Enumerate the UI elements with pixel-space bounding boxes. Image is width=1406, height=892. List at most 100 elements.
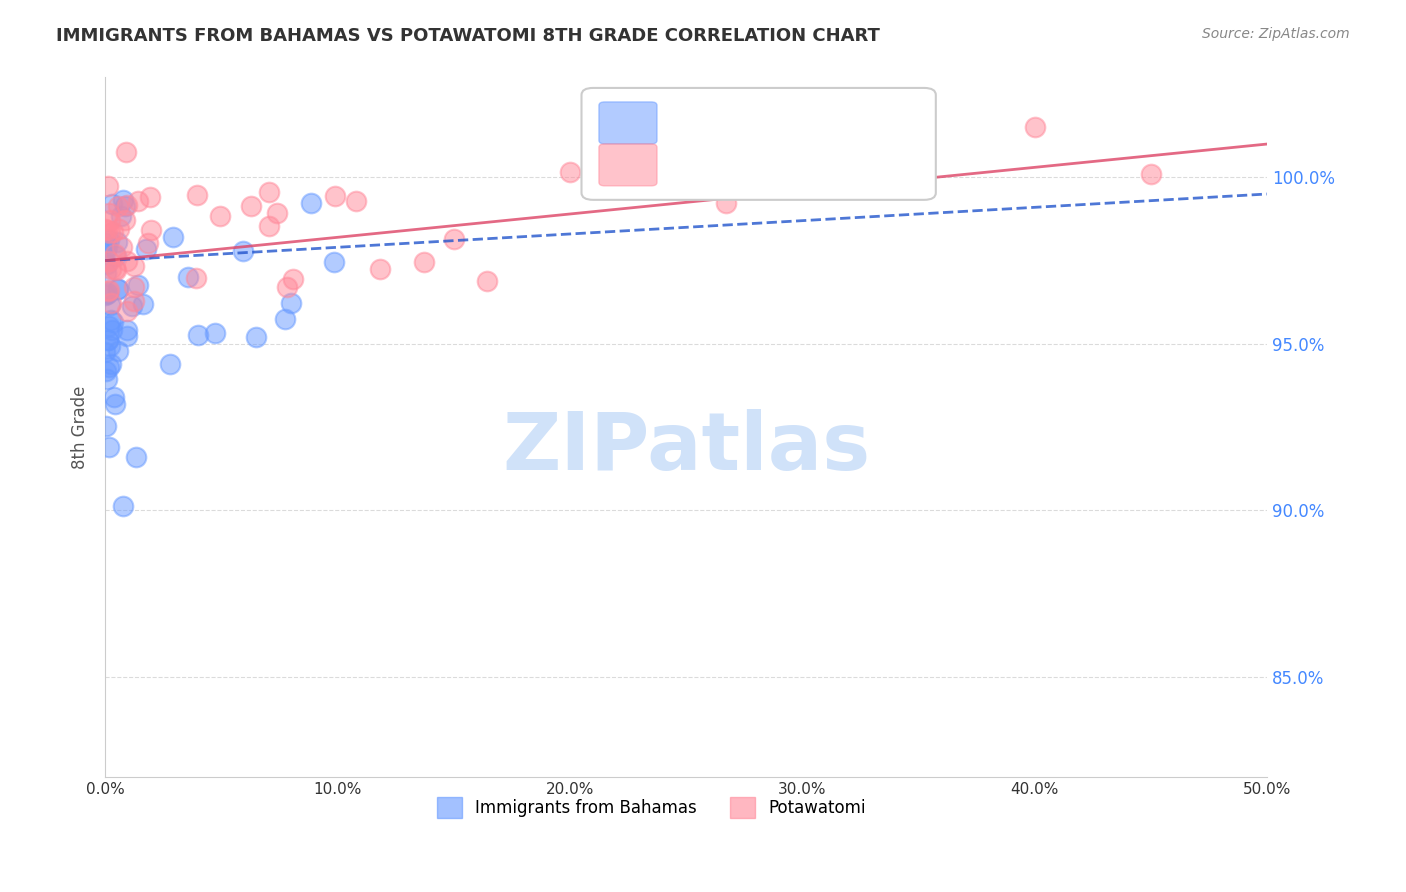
Point — [127, 278, 149, 293]
Y-axis label: 8th Grade: 8th Grade — [72, 385, 89, 469]
Point — [97, 440, 120, 454]
Point — [100, 296, 122, 310]
FancyBboxPatch shape — [599, 102, 657, 144]
Point — [232, 244, 254, 259]
Point — [107, 282, 129, 296]
Point — [1139, 167, 1161, 181]
Point — [245, 330, 267, 344]
Point — [98, 233, 121, 247]
Point — [107, 222, 129, 236]
Point — [101, 324, 124, 338]
Point — [714, 196, 737, 211]
Point — [443, 232, 465, 246]
Point — [101, 315, 124, 329]
Text: 0.185: 0.185 — [727, 114, 783, 132]
Point — [98, 206, 121, 220]
FancyBboxPatch shape — [582, 88, 936, 200]
Point — [283, 272, 305, 286]
Point — [186, 188, 208, 202]
Point — [105, 235, 128, 250]
Point — [97, 284, 120, 298]
Text: 50: 50 — [855, 156, 880, 174]
FancyBboxPatch shape — [599, 144, 657, 186]
Point — [96, 223, 118, 237]
Point — [98, 338, 121, 352]
Point — [96, 372, 118, 386]
Point — [1024, 120, 1046, 135]
Point — [115, 323, 138, 337]
Point — [97, 319, 120, 334]
Point — [122, 259, 145, 273]
Point — [280, 295, 302, 310]
Point — [346, 194, 368, 208]
Point — [187, 328, 209, 343]
Point — [204, 326, 226, 340]
Point — [94, 222, 117, 236]
Point — [184, 271, 207, 285]
Point — [117, 254, 139, 268]
Point — [97, 333, 120, 347]
Text: IMMIGRANTS FROM BAHAMAS VS POTAWATOMI 8TH GRADE CORRELATION CHART: IMMIGRANTS FROM BAHAMAS VS POTAWATOMI 8T… — [56, 27, 880, 45]
Point — [121, 299, 143, 313]
Point — [368, 262, 391, 277]
Point — [122, 294, 145, 309]
Point — [413, 255, 436, 269]
Point — [135, 242, 157, 256]
Text: ZIPatlas: ZIPatlas — [502, 409, 870, 487]
Point — [792, 175, 814, 189]
Point — [104, 397, 127, 411]
Point — [98, 298, 121, 312]
Point — [177, 269, 200, 284]
Point — [100, 261, 122, 276]
Point — [103, 225, 125, 239]
Point — [100, 312, 122, 326]
Point — [107, 282, 129, 296]
Point — [138, 235, 160, 250]
Point — [112, 193, 135, 207]
Point — [274, 311, 297, 326]
Point — [104, 261, 127, 276]
Point — [94, 364, 117, 378]
Point — [96, 257, 118, 271]
Point — [127, 194, 149, 208]
Point — [124, 280, 146, 294]
Point — [323, 255, 346, 269]
Text: R =: R = — [662, 156, 702, 174]
Point — [97, 179, 120, 194]
Point — [139, 223, 162, 237]
Point — [209, 209, 232, 223]
Point — [105, 249, 128, 263]
Point — [139, 190, 162, 204]
Point — [98, 360, 121, 375]
Point — [94, 243, 117, 257]
Point — [110, 209, 132, 223]
Point — [98, 254, 121, 268]
Point — [105, 262, 128, 277]
Point — [96, 239, 118, 253]
Point — [98, 226, 121, 240]
Point — [266, 206, 288, 220]
Point — [94, 345, 117, 359]
Point — [240, 199, 263, 213]
Point — [97, 334, 120, 348]
Point — [111, 240, 134, 254]
Point — [558, 165, 581, 179]
Point — [259, 219, 281, 233]
Point — [125, 450, 148, 465]
Point — [115, 197, 138, 211]
Text: 0.347: 0.347 — [727, 156, 783, 174]
Point — [97, 285, 120, 300]
Point — [115, 303, 138, 318]
Point — [98, 212, 121, 227]
Legend: Immigrants from Bahamas, Potawatomi: Immigrants from Bahamas, Potawatomi — [430, 791, 873, 824]
Point — [103, 391, 125, 405]
Point — [94, 235, 117, 250]
Point — [114, 212, 136, 227]
Point — [98, 283, 121, 297]
Point — [96, 266, 118, 280]
Text: N =: N = — [796, 156, 837, 174]
Point — [276, 279, 298, 293]
Point — [162, 229, 184, 244]
Point — [107, 199, 129, 213]
Point — [104, 247, 127, 261]
